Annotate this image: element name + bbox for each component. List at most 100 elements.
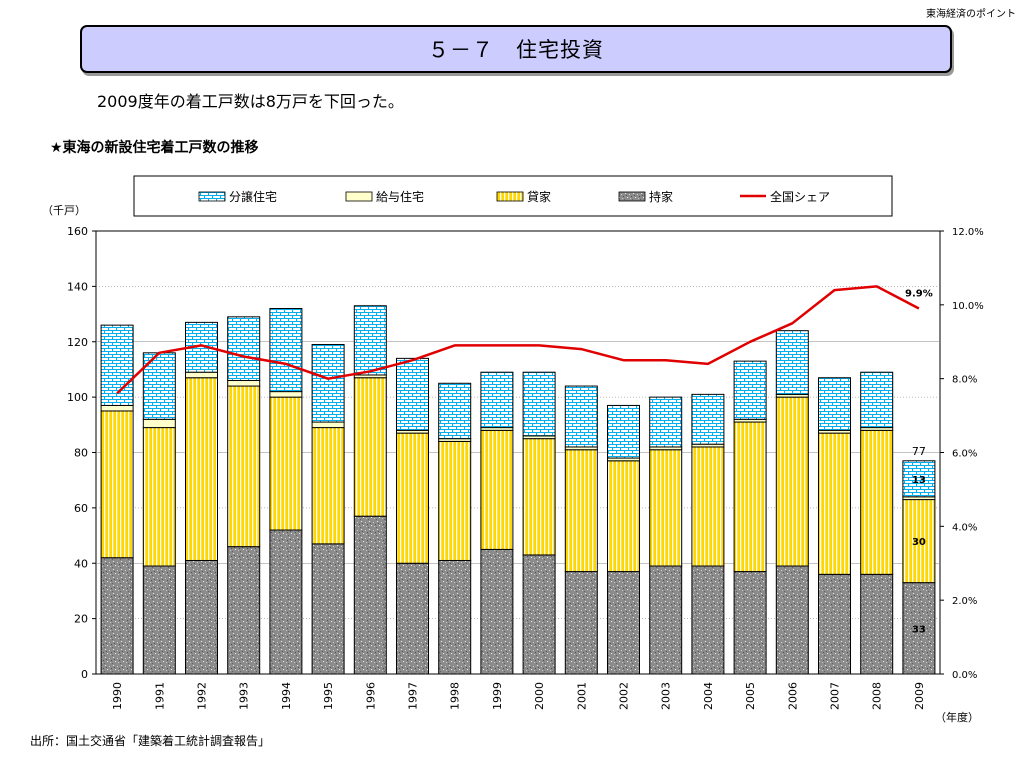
bar-owner xyxy=(564,571,598,675)
bar-rental xyxy=(860,429,894,575)
bar-owner xyxy=(860,573,894,675)
bar-company xyxy=(311,421,345,429)
bar-rental xyxy=(438,440,472,561)
data-label-buying: 13 xyxy=(912,475,926,486)
bar-buying xyxy=(818,377,851,431)
data-label-rental: 30 xyxy=(912,537,926,548)
chart-legend: 分譲住宅 給与住宅 貸家 持家 全国シェア xyxy=(133,175,893,217)
bar-buying xyxy=(902,460,936,498)
page-title: ５－７ 住宅投資 xyxy=(80,25,952,73)
bar-owner xyxy=(227,546,261,675)
bar-rental xyxy=(353,377,387,517)
bar-company xyxy=(100,404,134,412)
bar-rental xyxy=(227,385,261,548)
bar-rental xyxy=(142,427,176,567)
bar-owner xyxy=(733,571,767,675)
x-tick-label: 1992 xyxy=(196,682,209,710)
bar-buying xyxy=(522,371,556,437)
bar-owner xyxy=(353,515,387,675)
bar-rental xyxy=(775,396,809,567)
chart-heading: ★東海の新設住宅着工戸数の推移 xyxy=(50,140,259,156)
x-tick-label: 1995 xyxy=(322,682,335,710)
bar-owner xyxy=(522,554,556,675)
legend-swatch-owner xyxy=(618,191,646,202)
legend-swatch-buying xyxy=(198,191,226,202)
x-tick-label: 2003 xyxy=(660,682,673,710)
y-tick-label: 140 xyxy=(67,280,88,293)
legend-swatch-rental xyxy=(496,191,524,202)
x-tick-label: 2008 xyxy=(871,682,884,710)
bar-owner xyxy=(818,573,851,675)
y2-tick-label: 2.0% xyxy=(952,596,977,607)
bar-owner xyxy=(649,565,683,675)
y-tick-label: 40 xyxy=(74,557,88,570)
y2-tick-label: 8.0% xyxy=(952,375,977,386)
bar-owner xyxy=(438,559,472,675)
bar-buying xyxy=(564,385,598,448)
y-tick-label: 60 xyxy=(74,502,88,515)
y2-tick-label: 4.0% xyxy=(952,522,977,533)
x-tick-label: 2009 xyxy=(913,682,926,710)
y-tick-label: 20 xyxy=(74,613,88,626)
bar-buying xyxy=(438,382,472,440)
legend-label-company: 給与住宅 xyxy=(376,189,424,204)
bar-buying xyxy=(649,396,683,448)
bar-buying xyxy=(227,316,261,382)
bar-rental xyxy=(902,499,936,584)
housing-starts-chart: 分譲住宅 給与住宅 貸家 持家 全国シェア （千戸） （年度） 0 20 40 60 8… xyxy=(42,175,984,724)
y-tick-label: 80 xyxy=(74,447,88,460)
x-tick-label: 2007 xyxy=(829,682,842,710)
y-tick-label: 0 xyxy=(81,668,88,681)
bar-rental xyxy=(522,438,556,556)
bar-rental xyxy=(185,377,218,561)
bar-buying xyxy=(142,352,176,420)
bar-buying xyxy=(775,330,809,395)
x-tick-label: 1990 xyxy=(111,682,124,710)
bar-rental xyxy=(311,427,345,545)
x-tick-label: 2001 xyxy=(575,682,588,710)
data-label-total: 77 xyxy=(912,445,926,458)
x-tick-label: 1999 xyxy=(491,682,504,710)
bar-buying xyxy=(480,371,514,429)
data-label-share: 9.9% xyxy=(905,289,933,300)
bar-owner xyxy=(480,548,514,675)
bar-owner xyxy=(902,582,936,675)
x-axis-title: （年度） xyxy=(935,710,979,724)
x-tick-label: 1993 xyxy=(238,682,251,710)
bar-owner xyxy=(607,571,640,675)
bar-rental xyxy=(649,449,683,567)
y-tick-label: 120 xyxy=(67,336,88,349)
legend-label-buying: 分譲住宅 xyxy=(229,189,277,204)
corner-label: 東海経済のポイント xyxy=(926,9,1016,20)
bar-rental xyxy=(564,449,598,573)
bar-rental xyxy=(691,446,725,567)
bar-owner xyxy=(142,565,176,675)
lead-text: 2009度年の着工戸数は8万戸を下回った。 xyxy=(97,92,404,111)
source-note: 出所：国土交通省「建築着工統計調査報告」 xyxy=(30,734,271,748)
y2-tick-label: 10.0% xyxy=(952,301,984,312)
bar-buying xyxy=(691,393,725,445)
y2-tick-label: 12.0% xyxy=(952,227,984,238)
data-label-owner: 33 xyxy=(912,624,926,635)
legend-label-owner: 持家 xyxy=(649,189,673,204)
bar-owner xyxy=(311,543,345,675)
x-tick-label: 2005 xyxy=(744,682,757,710)
bar-rental xyxy=(733,421,767,573)
bar-rental xyxy=(100,410,134,559)
bar-company xyxy=(185,371,218,379)
bar-company xyxy=(269,391,303,398)
y-axis-title: （千戸） xyxy=(42,204,86,217)
legend-swatch-company xyxy=(345,191,373,202)
x-tick-label: 2002 xyxy=(618,682,631,710)
y-tick-label: 160 xyxy=(67,225,88,238)
bar-rental xyxy=(396,432,429,564)
bar-owner xyxy=(185,559,218,675)
x-tick-label: 2000 xyxy=(533,682,546,710)
legend-label-share: 全国シェア xyxy=(770,189,830,204)
bar-owner xyxy=(691,565,725,675)
bar-owner xyxy=(100,557,134,675)
y2-tick-label: 0.0% xyxy=(952,670,977,681)
bar-owner xyxy=(775,565,809,675)
y2-tick-label: 6.0% xyxy=(952,449,977,460)
legend-label-rental: 貸家 xyxy=(527,189,551,204)
